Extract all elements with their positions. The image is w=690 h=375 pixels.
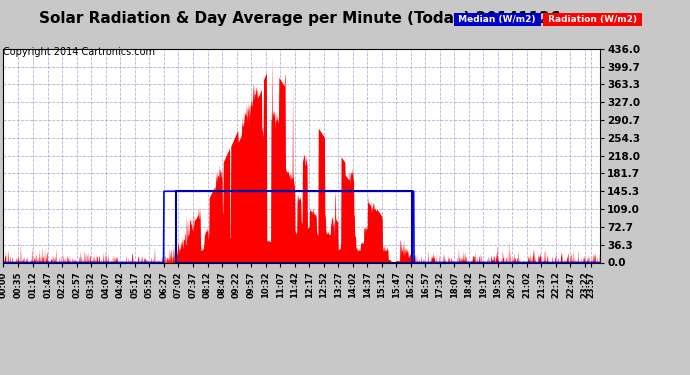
Text: Solar Radiation & Day Average per Minute (Today) 20141126: Solar Radiation & Day Average per Minute… [39,11,561,26]
Text: Radiation (W/m2): Radiation (W/m2) [545,15,640,24]
Text: Copyright 2014 Cartronics.com: Copyright 2014 Cartronics.com [3,47,155,57]
Text: Median (W/m2): Median (W/m2) [455,15,539,24]
Bar [175,191,412,262]
